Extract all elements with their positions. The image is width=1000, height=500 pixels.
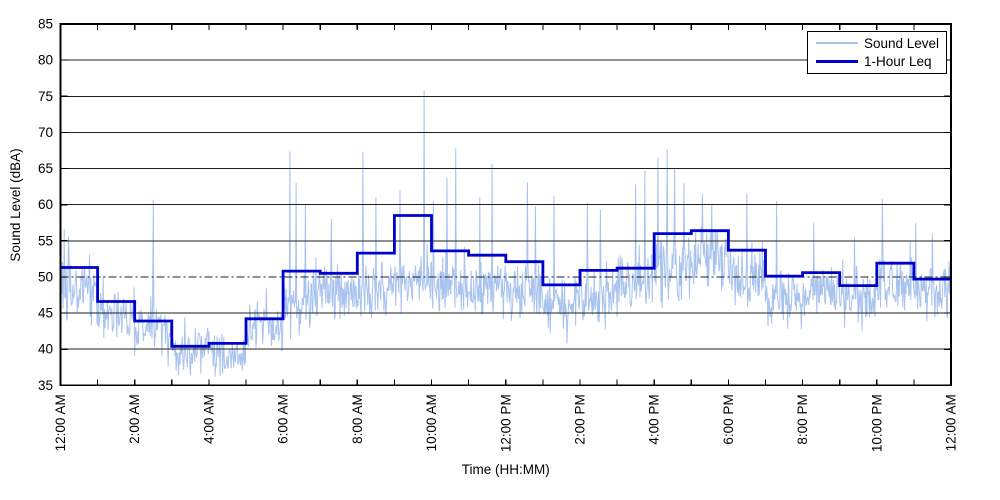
y-tick-label: 50 — [38, 269, 53, 284]
x-tick-labels: 12:00 AM 2:00 AM 4:00 AM 6:00 AM 8:00 AM 10:0… — [53, 394, 959, 452]
x-tick-label: 2:00 AM — [127, 394, 142, 444]
y-tick-labels: 35 40 45 50 55 60 65 70 75 80 85 — [38, 17, 53, 393]
x-tick-label: 12:00 PM — [498, 394, 513, 452]
y-tick-label: 45 — [38, 306, 53, 321]
y-tick-label: 55 — [38, 233, 53, 248]
y-axis-label: Sound Level (dBA) — [8, 148, 23, 261]
sound-level-series-line — [60, 90, 952, 377]
y-tick-label: 60 — [38, 197, 53, 212]
x-tick-label: 12:00 AM — [944, 394, 959, 451]
leq-legend-line-sample — [816, 60, 858, 64]
legend-entry-1-hour-leq: 1-Hour Leq — [808, 55, 946, 69]
axes-frame — [59, 23, 952, 387]
sound-level-legend-line-sample — [816, 42, 858, 45]
x-tick-label: 6:00 PM — [721, 394, 736, 444]
y-tick-label: 65 — [38, 161, 53, 176]
x-axis-label: Time (HH:MM) — [462, 462, 550, 477]
y-tick-label: 70 — [38, 125, 53, 140]
leq-legend-label: 1-Hour Leq — [864, 53, 932, 69]
x-tick-label: 12:00 AM — [53, 394, 68, 451]
legend: Sound Level 1-Hour Leq — [807, 31, 947, 74]
y-tick-label: 40 — [38, 342, 53, 357]
y-tick-label: 80 — [38, 53, 53, 68]
legend-entry-sound-level: Sound Level — [808, 37, 946, 51]
x-tick-label: 10:00 PM — [869, 394, 884, 452]
x-tick-label: 8:00 AM — [350, 394, 365, 444]
x-tick-label: 6:00 AM — [276, 394, 291, 444]
y-tick-label: 35 — [38, 378, 53, 393]
sound-level-legend-label: Sound Level — [864, 35, 940, 51]
x-tick-label: 4:00 PM — [647, 394, 662, 444]
y-tick-label: 75 — [38, 89, 53, 104]
x-tick-label: 10:00 AM — [424, 394, 439, 451]
x-tick-label: 2:00 PM — [573, 394, 588, 444]
y-tick-label: 85 — [38, 17, 53, 32]
axis-labels: Time (HH:MM) Sound Level (dBA) — [8, 148, 550, 477]
one-hour-leq-series-line — [60, 214, 951, 348]
x-tick-label: 8:00 PM — [795, 394, 810, 444]
x-tick-label: 4:00 AM — [201, 394, 216, 444]
